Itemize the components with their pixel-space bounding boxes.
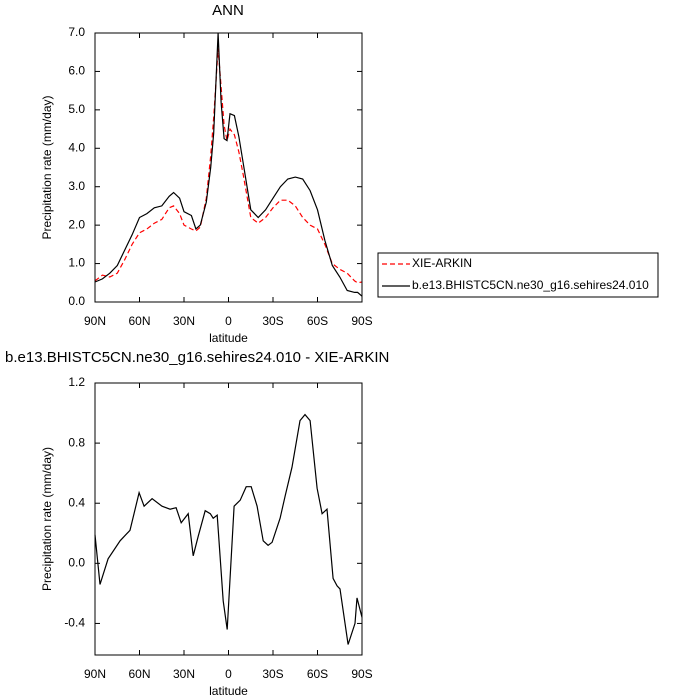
y-axis-label: Precipitation rate (mm/day) bbox=[40, 447, 54, 591]
x-tick-label: 60S bbox=[307, 314, 328, 328]
y-tick-label: 1.0 bbox=[68, 256, 85, 270]
y-tick-label: 0.8 bbox=[68, 435, 85, 449]
data-line bbox=[94, 32, 363, 297]
x-tick-label: 0 bbox=[225, 667, 232, 681]
data-line bbox=[94, 413, 363, 645]
x-tick-label: 90N bbox=[84, 667, 106, 681]
y-tick-label: 7.0 bbox=[68, 25, 85, 39]
y-tick-label: 2.0 bbox=[68, 217, 85, 231]
x-tick-label: 90N bbox=[84, 314, 106, 328]
x-tick-label: 30S bbox=[262, 667, 283, 681]
plot-frame bbox=[94, 32, 363, 303]
x-tick-label: 30S bbox=[262, 314, 283, 328]
plot-frame bbox=[94, 382, 363, 656]
chart-title: b.e13.BHISTC5CN.ne30_g16.sehires24.010 -… bbox=[5, 349, 389, 366]
y-tick-label: 0.0 bbox=[68, 556, 85, 570]
legend-label: b.e13.BHISTC5CN.ne30_g16.sehires24.010 bbox=[412, 278, 649, 292]
chart-title: ANN bbox=[212, 2, 244, 19]
y-tick-label: -0.4 bbox=[64, 616, 85, 630]
y-tick-label: 5.0 bbox=[68, 102, 85, 116]
x-tick-label: 90S bbox=[351, 314, 372, 328]
y-tick-label: 4.0 bbox=[68, 140, 85, 154]
x-tick-label: 90S bbox=[351, 667, 372, 681]
x-tick-label: 30N bbox=[173, 667, 195, 681]
legend-box bbox=[377, 252, 659, 298]
y-tick-label: 1.2 bbox=[68, 375, 85, 389]
data-line bbox=[94, 48, 363, 284]
x-axis-label: latitude bbox=[209, 684, 248, 698]
y-axis-label: Precipitation rate (mm/day) bbox=[40, 95, 54, 239]
x-tick-label: 60S bbox=[307, 667, 328, 681]
x-axis-label: latitude bbox=[209, 331, 248, 345]
y-tick-label: 3.0 bbox=[68, 179, 85, 193]
y-tick-label: 6.0 bbox=[68, 64, 85, 78]
y-tick-label: 0.4 bbox=[68, 495, 85, 509]
x-tick-label: 60N bbox=[128, 314, 150, 328]
x-tick-label: 30N bbox=[173, 314, 195, 328]
x-tick-label: 0 bbox=[225, 314, 232, 328]
legend-label: XIE-ARKIN bbox=[412, 256, 472, 270]
y-tick-label: 0.0 bbox=[68, 294, 85, 308]
x-tick-label: 60N bbox=[128, 667, 150, 681]
